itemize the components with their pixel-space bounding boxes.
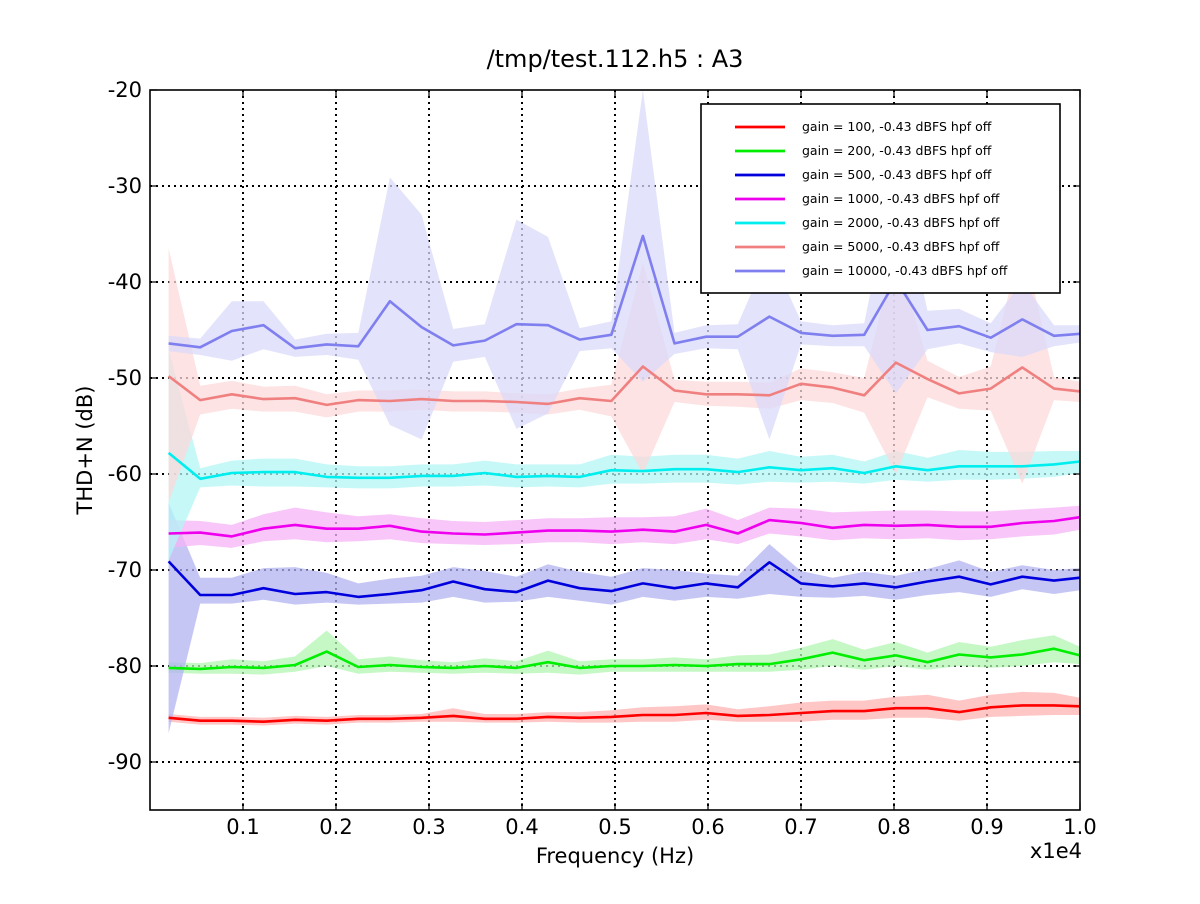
legend: gain = 100, -0.43 dBFS hpf off gain = 200… [700,103,1061,294]
y-tick-label: -80 [108,654,142,678]
legend-label: gain = 500, -0.43 dBFS hpf off [802,167,992,182]
chart-title: /tmp/test.112.h5 : A3 [487,45,744,73]
x-axis-multiplier: x1e4 [1030,839,1082,863]
series-line [167,451,1081,481]
series-line [168,704,1081,724]
x-tick-label: 0.1 [226,815,259,839]
series-band [168,505,1081,548]
y-tick-label: -20 [108,78,142,102]
y-axis-label: THD+N (dB) [73,386,97,516]
y-tick-label: -40 [108,270,142,294]
x-tick-label: 0.7 [784,815,817,839]
x-axis-label: Frequency (Hz) [536,844,694,868]
x-tick-label: 0.5 [598,815,631,839]
x-tick-label: 1.0 [1063,815,1096,839]
legend-label: gain = 200, -0.43 dBFS hpf off [802,143,992,158]
series-lines [167,234,1081,724]
y-tick-label: -30 [108,174,142,198]
x-tick-label: 0.8 [877,815,910,839]
series-band [168,630,1081,675]
series-line [168,515,1081,538]
legend-label: gain = 2000, -0.43 dBFS hpf off [802,215,1000,230]
x-tick-label: 0.4 [505,815,538,839]
x-tick-label: 0.9 [970,815,1003,839]
series-line [168,234,1081,350]
x-tick-label: 0.2 [319,815,352,839]
legend-label: gain = 100, -0.43 dBFS hpf off [802,119,992,134]
series-band [168,90,1081,440]
series-band [168,691,1081,726]
series-line [167,560,1081,599]
y-tick-label: -60 [108,462,142,486]
series-line [167,361,1081,407]
axis-ticks: 0.1 0.2 0.3 0.4 0.5 0.6 0.7 0.8 0.9 1.0 -20 -30 -40 -… [108,78,1097,839]
series-band [168,238,1081,503]
legend-label: gain = 1000, -0.43 dBFS hpf off [802,191,1000,206]
series-line [168,647,1081,671]
y-tick-label: -50 [108,366,142,390]
y-tick-label: -70 [108,558,142,582]
error-bands [168,90,1081,734]
y-tick-label: -90 [108,750,142,774]
legend-label: gain = 10000, -0.43 dBFS hpf off [802,263,1008,278]
x-tick-label: 0.3 [412,815,445,839]
x-tick-label: 0.6 [691,815,724,839]
legend-label: gain = 5000, -0.43 dBFS hpf off [802,239,1000,254]
